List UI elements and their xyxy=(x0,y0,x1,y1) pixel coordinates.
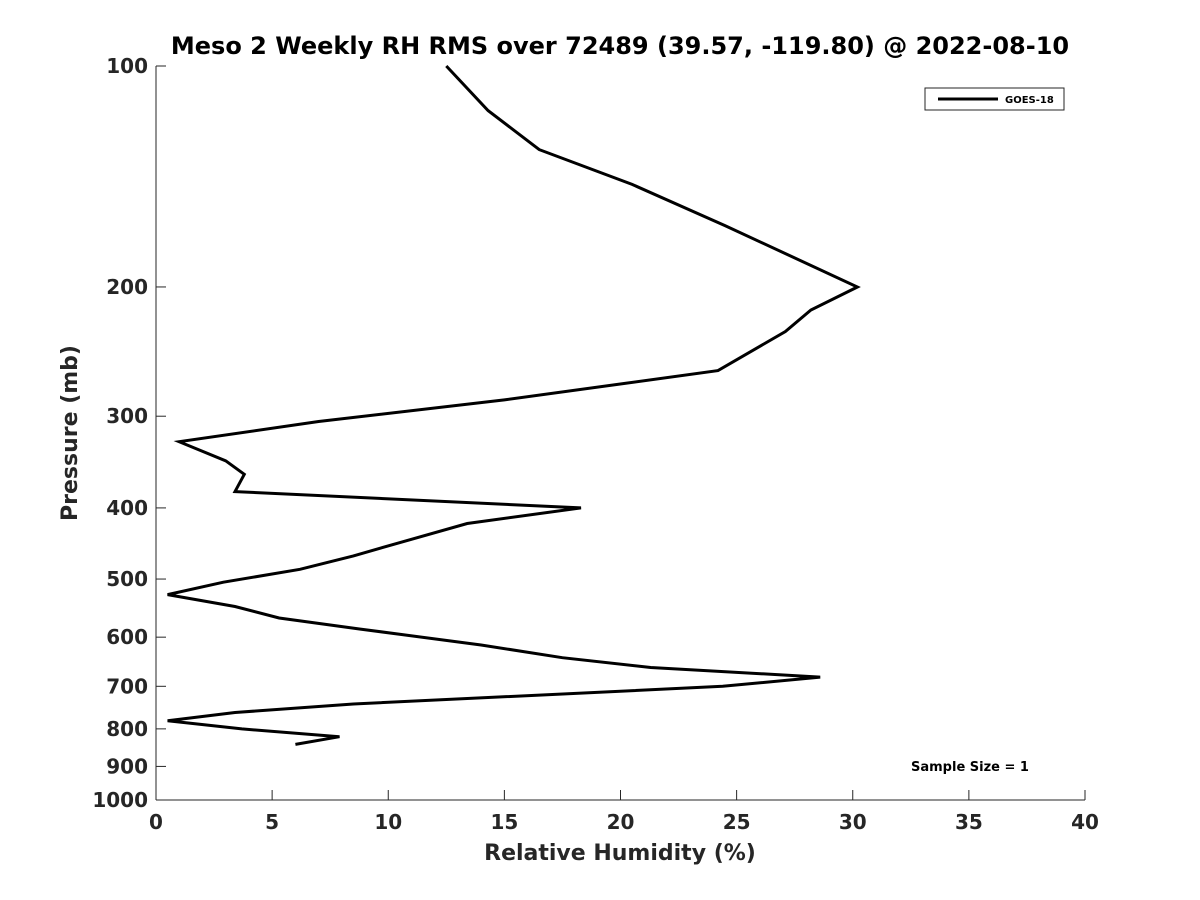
x-axis-label: Relative Humidity (%) xyxy=(484,841,756,866)
y-tick-label: 500 xyxy=(106,567,148,591)
y-tick-label: 800 xyxy=(106,717,148,741)
y-axis: 100 200 300 400 500 600 700 800 900 1000 xyxy=(92,54,166,812)
chart-title: Meso 2 Weekly RH RMS over 72489 (39.57, … xyxy=(171,32,1069,60)
y-tick-label: 400 xyxy=(106,496,148,520)
x-tick-label: 20 xyxy=(607,810,635,834)
y-tick-label: 600 xyxy=(106,625,148,649)
x-tick-label: 25 xyxy=(723,810,751,834)
y-tick-label: 200 xyxy=(106,275,148,299)
x-ticks: 0 5 10 15 20 25 30 35 40 xyxy=(149,790,1099,834)
legend-label-goes-18: GOES-18 xyxy=(1005,95,1054,106)
sample-size-annotation: Sample Size = 1 xyxy=(911,760,1029,775)
legend: GOES-18 xyxy=(924,87,1065,111)
y-tick-label: 1000 xyxy=(92,788,148,812)
y-tick-label: 300 xyxy=(106,404,148,428)
series-layer xyxy=(167,64,861,746)
x-tick-label: 0 xyxy=(149,810,163,834)
y-tick-label: 900 xyxy=(106,754,148,778)
x-tick-label: 40 xyxy=(1071,810,1099,834)
y-tick-label: 700 xyxy=(106,674,148,698)
x-axis: 0 5 10 15 20 25 30 35 40 xyxy=(149,790,1099,834)
x-tick-label: 35 xyxy=(955,810,983,834)
y-ticks: 100 200 300 400 500 600 700 800 900 1000 xyxy=(92,54,166,812)
y-tick-label: 100 xyxy=(106,54,148,78)
x-tick-label: 30 xyxy=(839,810,867,834)
x-tick-label: 10 xyxy=(374,810,402,834)
series-line-goes-18 xyxy=(167,64,861,746)
x-tick-label: 5 xyxy=(265,810,279,834)
y-axis-label: Pressure (mb) xyxy=(58,345,83,521)
x-tick-label: 15 xyxy=(490,810,518,834)
